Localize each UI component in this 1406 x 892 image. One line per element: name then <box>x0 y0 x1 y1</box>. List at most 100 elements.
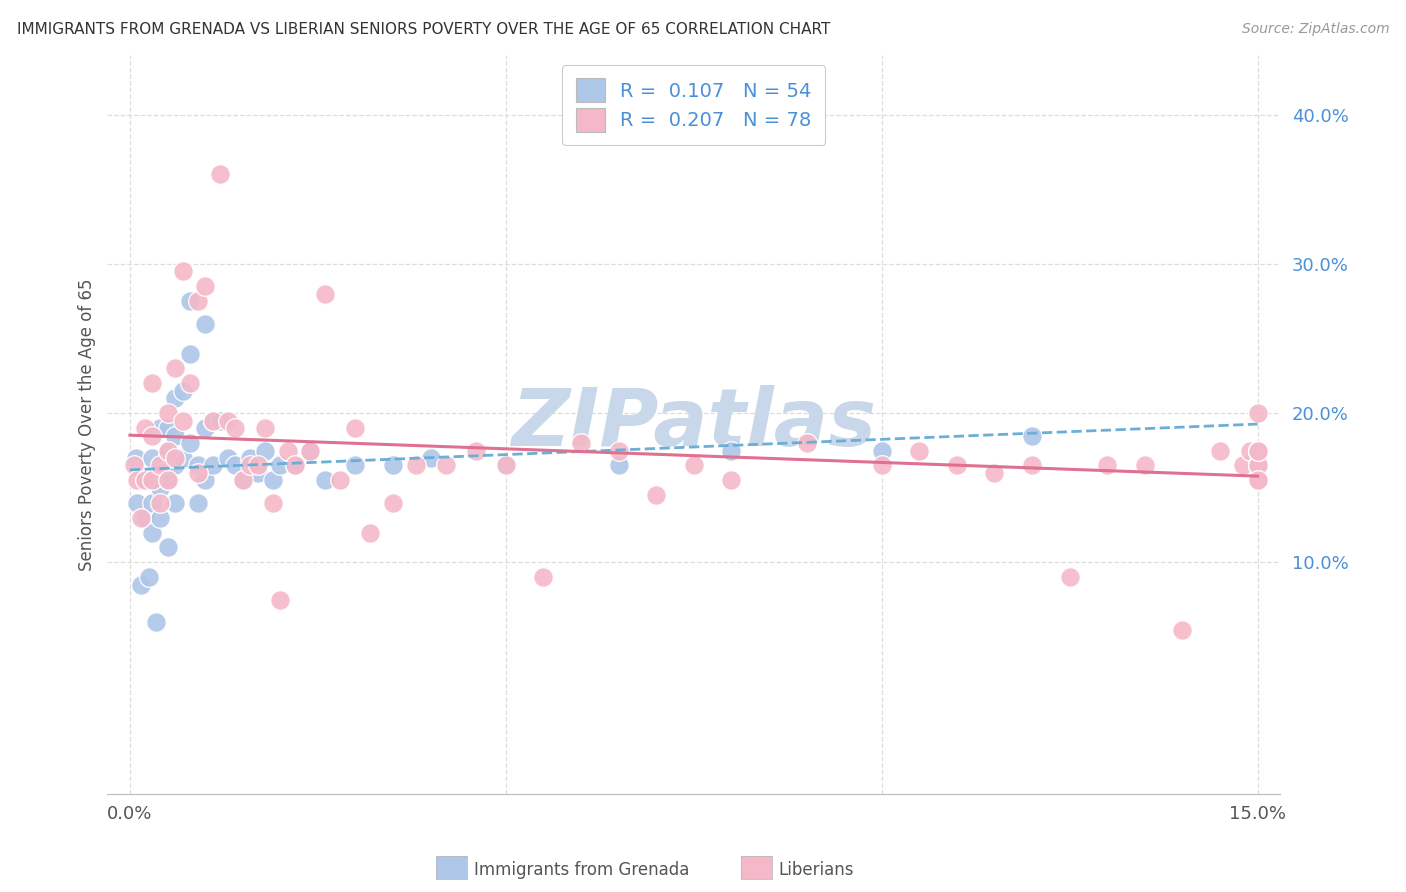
Point <box>1246 474 1268 488</box>
Point <box>1059 570 1081 584</box>
Point <box>1209 443 1232 458</box>
Point <box>344 458 367 473</box>
Point <box>149 466 172 480</box>
Point <box>187 458 209 473</box>
Point <box>163 458 186 473</box>
Point <box>179 436 201 450</box>
Text: Liberians: Liberians <box>779 861 853 879</box>
Point <box>946 458 969 473</box>
Point <box>269 592 291 607</box>
Point <box>156 474 179 488</box>
Point <box>209 414 232 428</box>
Point <box>179 346 201 360</box>
Point <box>194 317 217 331</box>
Point <box>569 436 592 450</box>
Point <box>314 286 336 301</box>
Point <box>163 496 186 510</box>
Point <box>156 406 179 420</box>
Point <box>194 421 217 435</box>
Point <box>129 578 152 592</box>
Point <box>134 474 156 488</box>
Point <box>1246 458 1268 473</box>
Point <box>141 474 163 488</box>
Point <box>163 428 186 442</box>
Point <box>284 458 307 473</box>
Point <box>870 443 893 458</box>
Point <box>187 466 209 480</box>
Point <box>1246 458 1268 473</box>
Point <box>262 496 284 510</box>
Text: ZIPatlas: ZIPatlas <box>512 385 876 464</box>
Point <box>1246 474 1268 488</box>
Point <box>149 458 172 473</box>
Point <box>1246 443 1268 458</box>
Point <box>127 474 149 488</box>
Point <box>156 541 179 555</box>
Point <box>607 458 630 473</box>
Point <box>217 414 239 428</box>
Point <box>495 458 517 473</box>
Point <box>149 510 172 524</box>
Point <box>269 458 291 473</box>
Point <box>141 496 163 510</box>
Point <box>187 294 209 309</box>
Point <box>254 443 277 458</box>
Point <box>277 443 299 458</box>
Point <box>382 496 405 510</box>
Point <box>419 450 441 465</box>
Point <box>645 488 668 502</box>
Point <box>1246 443 1268 458</box>
Point <box>134 510 156 524</box>
Point <box>382 458 405 473</box>
Point <box>983 466 1005 480</box>
Point <box>1021 458 1043 473</box>
Point <box>299 443 322 458</box>
Point <box>141 428 163 442</box>
Point <box>870 458 893 473</box>
Point <box>344 421 367 435</box>
Point <box>464 443 486 458</box>
Legend: R =  0.107   N = 54, R =  0.207   N = 78: R = 0.107 N = 54, R = 0.207 N = 78 <box>562 65 825 145</box>
Point <box>262 474 284 488</box>
Point <box>145 615 167 629</box>
Point <box>209 168 232 182</box>
Point <box>254 421 277 435</box>
Point <box>224 421 246 435</box>
Point <box>246 466 269 480</box>
Point <box>172 450 194 465</box>
Point <box>163 361 186 376</box>
Point <box>284 458 307 473</box>
Point <box>149 496 172 510</box>
Point <box>217 450 239 465</box>
Point <box>720 474 742 488</box>
Point <box>138 570 160 584</box>
Point <box>1246 443 1268 458</box>
Point <box>127 496 149 510</box>
Point <box>239 458 262 473</box>
Point <box>179 376 201 391</box>
Point <box>405 458 427 473</box>
Point <box>149 421 172 435</box>
Point <box>172 384 194 398</box>
Point <box>1232 458 1254 473</box>
Point <box>682 458 704 473</box>
Point <box>1246 474 1268 488</box>
Point <box>314 474 336 488</box>
Point <box>172 414 194 428</box>
Point <box>360 525 382 540</box>
Point <box>607 443 630 458</box>
Point <box>1246 458 1268 473</box>
Point <box>194 279 217 293</box>
Point <box>239 450 262 465</box>
Point <box>141 376 163 391</box>
Text: IMMIGRANTS FROM GRENADA VS LIBERIAN SENIORS POVERTY OVER THE AGE OF 65 CORRELATI: IMMIGRANTS FROM GRENADA VS LIBERIAN SENI… <box>17 22 831 37</box>
Point <box>908 443 931 458</box>
Point <box>156 474 179 488</box>
Point <box>187 496 209 510</box>
Point <box>1239 443 1261 458</box>
Point <box>172 264 194 278</box>
Point <box>141 525 163 540</box>
Point <box>156 443 179 458</box>
Point <box>224 458 246 473</box>
Point <box>201 414 224 428</box>
